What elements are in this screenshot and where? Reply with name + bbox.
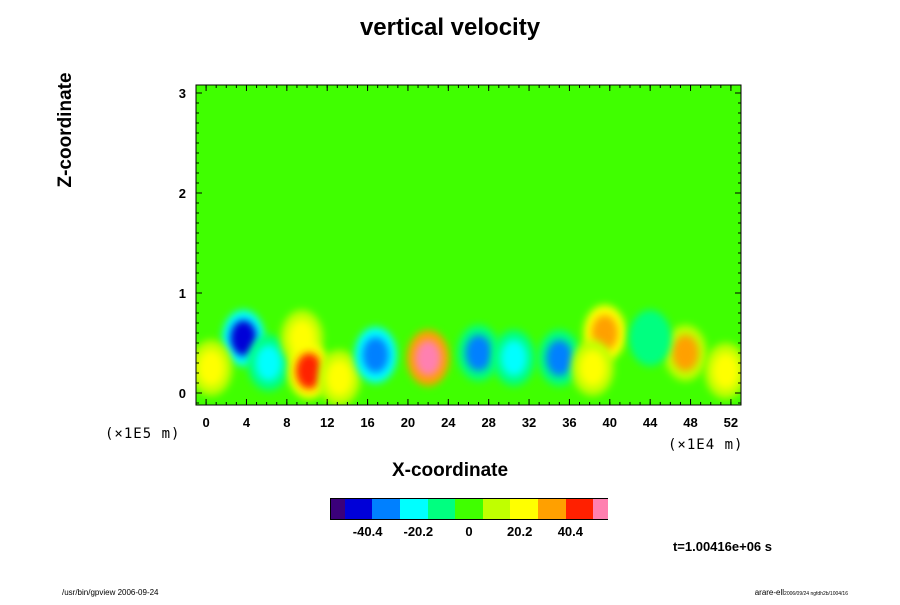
y-tick-label: 1 [179,286,186,301]
colorbar-segment [413,499,422,519]
colorbar-segment [469,499,477,519]
colorbar-segment [565,499,574,519]
colorbar-segment [482,499,491,519]
colorbar-tick-label: -20.2 [403,524,434,539]
x-tick-label: 32 [522,415,536,430]
field-cells [196,305,741,405]
field-cell-core-4 [295,353,323,389]
field-cell-core-2 [255,345,282,381]
colorbar-segment [434,499,443,519]
colorbar-segment [510,499,519,519]
colorbar-segment [400,499,408,519]
colorbar-segment [475,499,484,519]
field-cell-core-7 [415,340,442,376]
colorbar-segment [372,499,381,519]
colorbar-segment [379,499,388,519]
colorbar-segment [462,499,470,519]
colorbar-segment [496,499,505,519]
x-tick-label: 12 [320,415,334,430]
colorbar-segment [531,499,539,519]
colorbar-segment [544,499,553,519]
colorbar-segment [337,499,346,519]
x-tick-label: 52 [724,415,738,430]
colorbar-segment [586,499,595,519]
colorbar-segment [331,499,339,519]
colorbar-segment [420,499,429,519]
colorbar-segment [386,499,394,519]
x-tick-label: 16 [360,415,374,430]
x-tick-label: 48 [683,415,697,430]
colorbar-tick-label: 20.2 [507,524,533,539]
colorbar-segment [351,499,360,519]
y-tick-label: 3 [179,86,186,101]
colorbar-segment [406,499,415,519]
colorbar-segment [579,499,588,519]
x-tick-label: 24 [441,415,456,430]
y-axis-label: Z-coordinate [55,72,76,188]
field-cell-core-13 [672,335,699,371]
x-tick-label: 4 [243,415,251,430]
field-cell-core-6 [362,337,389,373]
colorbar-segment [427,499,436,519]
colorbar-segment [365,499,374,519]
colorbar-tick-label: -40.4 [352,524,383,539]
field-cell-core-9 [500,340,528,376]
x-axis-label: X-coordinate [391,460,509,481]
colorbar-segment [358,499,367,519]
colorbar-segment [524,499,532,519]
colorbar-tick-label: 0 [465,524,473,539]
field-cell-core-8 [465,335,492,371]
colorbar-segment [455,499,463,519]
field-cell-core-5 [326,360,353,396]
colorbar-segment [489,499,498,519]
colorbar-segment [572,499,581,519]
colorbar-segment [517,499,526,519]
x-tick-label: 28 [481,415,495,430]
colorbar-segment [551,499,560,519]
x-tick-label: 44 [643,415,658,430]
colorbar-segment [441,499,450,519]
colorbar-segment [393,499,401,519]
colorbar-segment [538,499,546,519]
colorbar-segment [593,499,601,519]
x-tick-label: 0 [202,415,209,430]
colorbar-segment [448,499,457,519]
x-tick-label: 8 [283,415,290,430]
field-cell-core-14 [712,353,739,389]
chart-title: vertical velocity [359,14,541,41]
field-cell-core-10 [546,340,573,376]
footer-source-main: arare-ell [754,588,785,597]
field-cell-core-16 [637,320,664,356]
y-tick-label: 0 [179,386,186,401]
colorbar-segment [600,499,608,519]
colorbar-segment [558,499,567,519]
field-cell-core-1 [230,320,257,356]
field-cell-core-12 [579,350,606,386]
field-cell-core-15 [198,350,225,386]
x-tick-label: 36 [562,415,576,430]
colorbar-segment [503,499,512,519]
colorbar-tick-label: 40.4 [557,524,584,539]
footer-source: arare-ell2006/09/24 ngfdh2b/1004/16 [755,588,848,597]
x-tick-label: 20 [401,415,415,430]
colorbar [330,498,608,520]
y-tick-label: 2 [179,186,186,201]
x-tick-label: 40 [603,415,617,430]
y-unit-label: (×1E5 m) [105,426,181,442]
footer-source-small: 2006/09/24 ngfdh2b/1004/16 [784,591,848,597]
footer-command: /usr/bin/gpview 2006-09-24 [62,588,159,597]
x-unit-label: (×1E4 m) [668,437,744,453]
time-label: t=1.00416e+06 s [672,539,772,554]
colorbar-segment [344,499,353,519]
